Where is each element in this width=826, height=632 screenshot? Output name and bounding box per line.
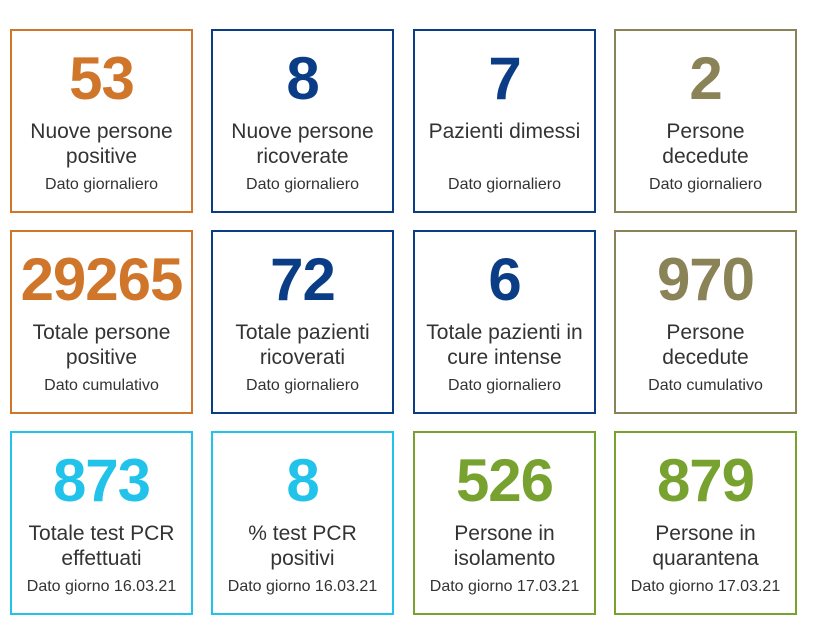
card-value: 8: [286, 447, 319, 514]
card-total-positive: 29265 Totale persone positive Dato cumul…: [10, 230, 193, 414]
card-label: Persone in quarantena: [652, 522, 759, 570]
card-label: Pazienti dimessi: [428, 120, 581, 143]
card-subtitle: Dato giorno 17.03.21: [630, 578, 781, 595]
card-label: Persone decedute: [662, 120, 749, 168]
card-value: 970: [656, 246, 755, 313]
card-isolation: 526 Persone in isolamento Dato giorno 17…: [413, 431, 596, 615]
card-subtitle: Dato giorno 17.03.21: [429, 578, 580, 595]
card-value: 873: [52, 447, 151, 514]
card-label: % test PCR positivi: [248, 522, 357, 570]
card-subtitle: Dato giornaliero: [649, 176, 762, 193]
card-subtitle: Dato giorno 16.03.21: [26, 578, 177, 595]
card-label: Totale persone positive: [32, 321, 171, 369]
card-value: 879: [656, 447, 755, 514]
card-value: 6: [488, 246, 521, 313]
card-pcr-positive-percent: 8 % test PCR positivi Dato giorno 16.03.…: [211, 431, 394, 615]
card-new-hospitalized: 8 Nuove persone ricoverate Dato giornali…: [211, 29, 394, 213]
card-subtitle: Dato giornaliero: [45, 176, 158, 193]
card-value: 53: [69, 45, 135, 112]
card-value: 8: [286, 45, 319, 112]
card-label: Nuove persone ricoverate: [231, 120, 374, 168]
card-subtitle: Dato giornaliero: [448, 377, 561, 394]
card-value: 29265: [20, 246, 184, 313]
card-quarantine: 879 Persone in quarantena Dato giorno 17…: [614, 431, 797, 615]
card-label: Nuove persone positive: [30, 120, 173, 168]
card-discharged: 7 Pazienti dimessi Dato giornaliero: [413, 29, 596, 213]
card-total-hospitalized: 72 Totale pazienti ricoverati Dato giorn…: [211, 230, 394, 414]
card-subtitle: Dato giornaliero: [448, 176, 561, 193]
card-total-pcr-tests: 873 Totale test PCR effettuati Dato gior…: [10, 431, 193, 615]
card-deceased-daily: 2 Persone decedute Dato giornaliero: [614, 29, 797, 213]
card-subtitle: Dato giorno 16.03.21: [227, 578, 378, 595]
card-new-positive: 53 Nuove persone positive Dato giornalie…: [10, 29, 193, 213]
card-value: 72: [270, 246, 336, 313]
card-label: Persone decedute: [662, 321, 749, 369]
card-value: 526: [455, 447, 554, 514]
card-subtitle: Dato giornaliero: [246, 377, 359, 394]
card-value: 7: [488, 45, 521, 112]
card-subtitle: Dato cumulativo: [648, 377, 763, 394]
card-label: Totale pazienti in cure intense: [426, 321, 583, 369]
card-subtitle: Dato giornaliero: [246, 176, 359, 193]
card-intensive-care: 6 Totale pazienti in cure intense Dato g…: [413, 230, 596, 414]
card-deceased-cumulative: 970 Persone decedute Dato cumulativo: [614, 230, 797, 414]
card-label: Persone in isolamento: [453, 522, 556, 570]
card-subtitle: Dato cumulativo: [44, 377, 159, 394]
card-label: Totale test PCR effettuati: [28, 522, 175, 570]
card-value: 2: [689, 45, 722, 112]
card-label: Totale pazienti ricoverati: [235, 321, 370, 369]
